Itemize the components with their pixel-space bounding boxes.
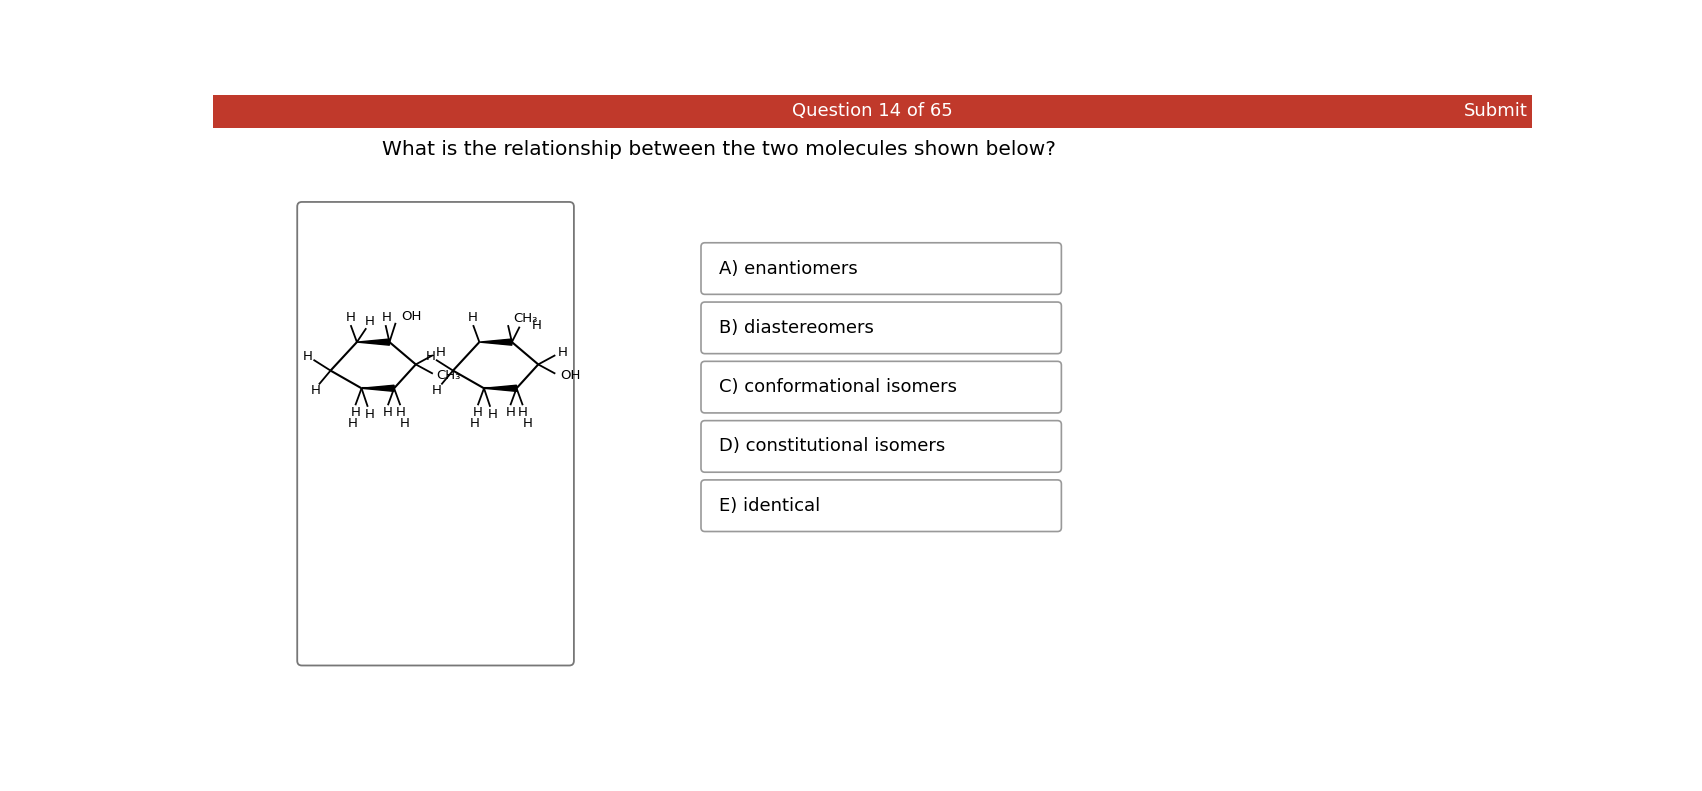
Text: CH₃: CH₃ bbox=[436, 369, 461, 382]
Text: OH: OH bbox=[402, 310, 422, 324]
Text: H: H bbox=[364, 315, 374, 327]
Text: E) identical: E) identical bbox=[718, 497, 820, 515]
Text: H: H bbox=[517, 407, 528, 419]
Text: CH₃: CH₃ bbox=[514, 312, 538, 325]
Text: H: H bbox=[383, 407, 393, 419]
FancyBboxPatch shape bbox=[298, 202, 574, 665]
Polygon shape bbox=[361, 385, 395, 392]
Text: H: H bbox=[347, 417, 357, 430]
Text: H: H bbox=[436, 346, 446, 359]
FancyBboxPatch shape bbox=[701, 480, 1062, 532]
Text: H: H bbox=[395, 407, 405, 419]
FancyBboxPatch shape bbox=[701, 421, 1062, 472]
Polygon shape bbox=[483, 385, 516, 392]
Text: H: H bbox=[366, 408, 374, 421]
Bar bbox=[213, 95, 1532, 128]
FancyBboxPatch shape bbox=[701, 361, 1062, 413]
Text: H: H bbox=[303, 350, 313, 363]
FancyBboxPatch shape bbox=[701, 302, 1062, 354]
Text: H: H bbox=[558, 346, 568, 359]
Text: H: H bbox=[400, 417, 410, 430]
Text: H: H bbox=[381, 311, 391, 324]
Text: H: H bbox=[523, 417, 533, 430]
Text: C) conformational isomers: C) conformational isomers bbox=[718, 378, 957, 396]
Text: B) diastereomers: B) diastereomers bbox=[718, 319, 873, 337]
Text: H: H bbox=[426, 350, 436, 363]
Text: OH: OH bbox=[560, 369, 580, 382]
Text: Submit: Submit bbox=[1464, 103, 1527, 120]
FancyBboxPatch shape bbox=[701, 243, 1062, 294]
Polygon shape bbox=[480, 339, 512, 345]
Text: Question 14 of 65: Question 14 of 65 bbox=[791, 103, 953, 120]
Text: H: H bbox=[505, 407, 516, 419]
Text: H: H bbox=[531, 319, 541, 331]
Text: H: H bbox=[473, 407, 483, 419]
Text: H: H bbox=[487, 408, 497, 421]
Text: H: H bbox=[351, 407, 361, 419]
Text: D) constitutional isomers: D) constitutional isomers bbox=[718, 437, 945, 456]
Text: A) enantiomers: A) enantiomers bbox=[718, 259, 858, 278]
Text: H: H bbox=[311, 384, 320, 397]
Polygon shape bbox=[357, 339, 390, 345]
Text: H: H bbox=[432, 384, 441, 397]
Text: H: H bbox=[470, 417, 480, 430]
Text: H: H bbox=[468, 311, 478, 324]
Text: H: H bbox=[346, 311, 356, 324]
Text: What is the relationship between the two molecules shown below?: What is the relationship between the two… bbox=[381, 140, 1055, 159]
